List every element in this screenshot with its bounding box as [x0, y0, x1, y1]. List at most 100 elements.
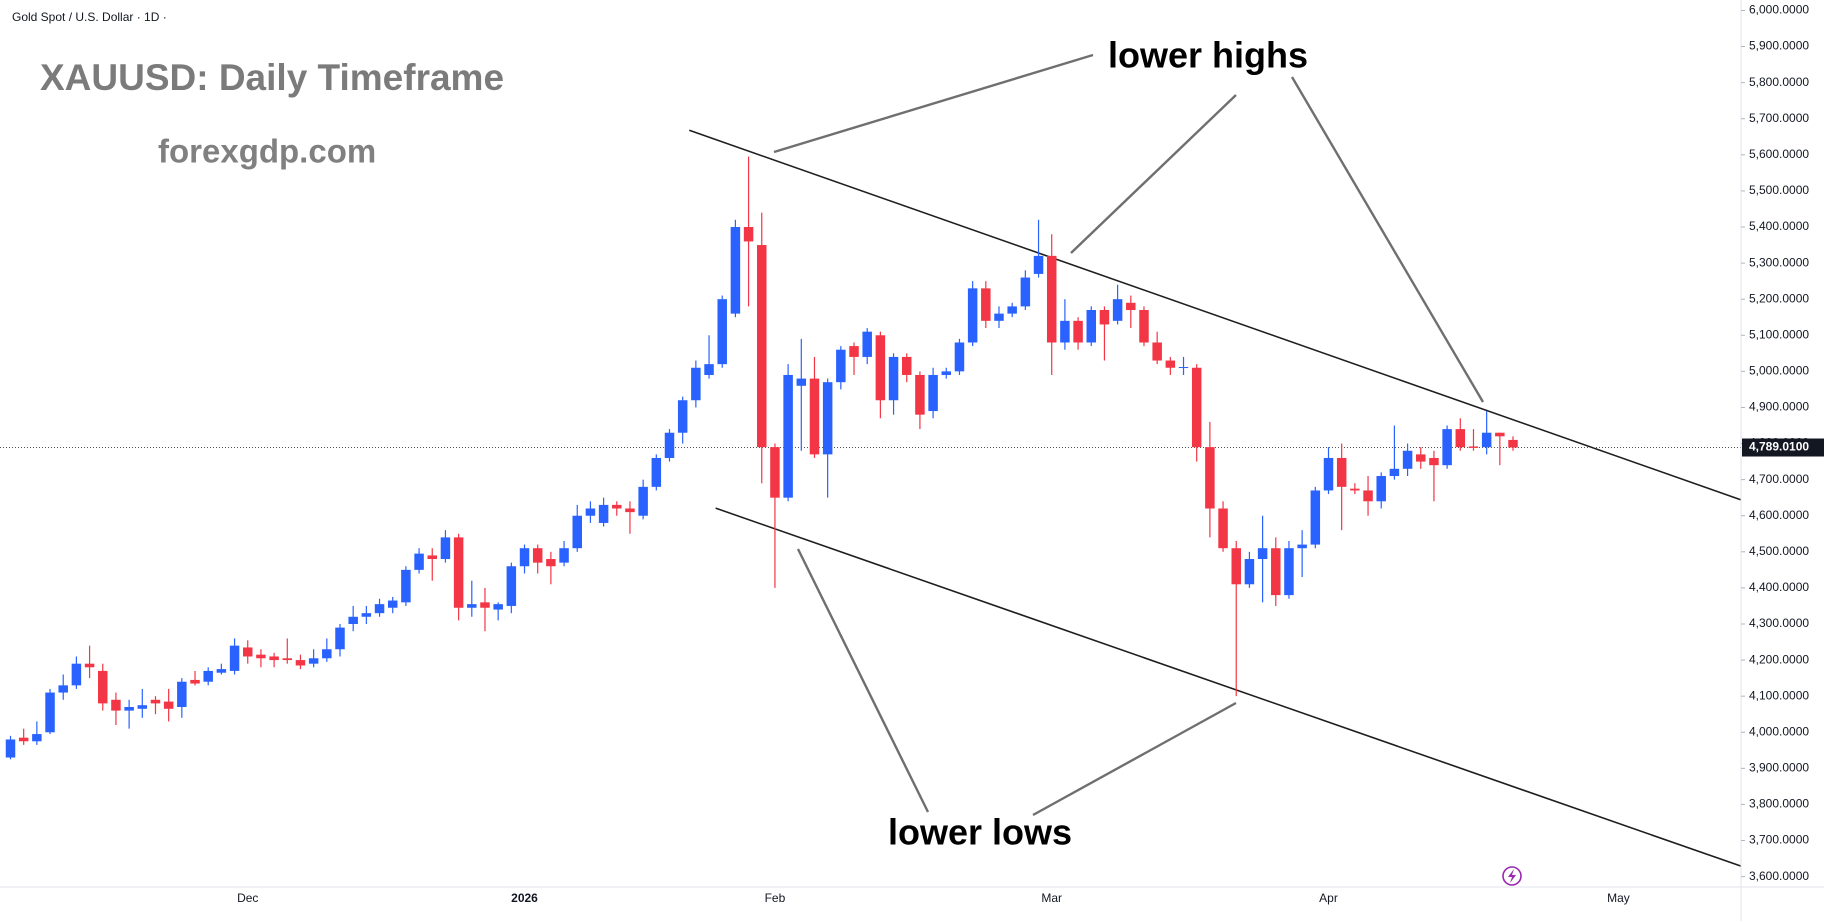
- x-tick-label: Mar: [1041, 891, 1062, 905]
- candle-body: [480, 602, 490, 608]
- candle-body: [1139, 310, 1149, 343]
- candle-body: [32, 734, 42, 742]
- candle-body: [1389, 468, 1400, 477]
- candle-body: [427, 555, 438, 560]
- y-tick-label: 5,300.0000: [1749, 255, 1809, 269]
- candle-body: [612, 504, 622, 509]
- candle-body: [282, 658, 293, 661]
- candle-body: [822, 382, 833, 455]
- chart-subtitle: forexgdp.com: [158, 133, 376, 170]
- candle-body: [941, 371, 952, 375]
- candle-body: [18, 737, 29, 742]
- candle-body: [137, 705, 148, 709]
- candle-body: [546, 559, 556, 567]
- candle-body: [387, 600, 398, 608]
- candle-body: [348, 616, 358, 624]
- y-tick-label: 3,700.0000: [1749, 833, 1809, 847]
- candle-body: [45, 692, 55, 733]
- icon-bolt: [1508, 869, 1516, 883]
- candle-body: [1336, 457, 1347, 487]
- candle-body: [506, 566, 517, 606]
- candle-body: [954, 342, 965, 372]
- annotation-pointer: [1032, 701, 1237, 817]
- candle-body: [84, 663, 95, 668]
- candle-body: [1402, 450, 1413, 469]
- candle-body: [1046, 255, 1057, 343]
- candle-body: [1112, 299, 1123, 321]
- icon-circle: [1502, 866, 1522, 886]
- candle-body: [203, 670, 213, 682]
- symbol-label: Gold Spot / U.S. Dollar · 1D ·: [12, 10, 167, 24]
- candle-body: [915, 374, 925, 415]
- candle-body: [809, 378, 820, 455]
- candle-body: [743, 227, 754, 242]
- y-tick-label: 3,900.0000: [1749, 761, 1809, 775]
- candle-body: [98, 670, 108, 704]
- candle-body: [229, 645, 240, 671]
- y-tick-label: 5,900.0000: [1749, 39, 1809, 53]
- annotation-pointer: [1070, 94, 1237, 254]
- candle-body: [150, 699, 161, 704]
- y-tick-label: 5,200.0000: [1749, 291, 1809, 305]
- candle-body: [493, 604, 503, 610]
- candle-body: [216, 669, 227, 673]
- candle-body: [1007, 306, 1017, 314]
- candle-body: [717, 299, 727, 365]
- candle-body: [1218, 508, 1228, 549]
- replay-icon[interactable]: [1502, 866, 1522, 886]
- trendline: [715, 507, 1742, 867]
- candle-body: [1033, 255, 1044, 274]
- candle-body: [467, 604, 477, 608]
- candle-body: [1495, 432, 1505, 437]
- candle-body: [1455, 429, 1466, 448]
- candle-body: [928, 374, 938, 412]
- candle-body: [836, 349, 846, 383]
- candle-body: [1073, 320, 1083, 343]
- candle-body: [519, 548, 530, 567]
- candle-body: [269, 656, 279, 661]
- candle-body: [1416, 454, 1426, 462]
- candle-body: [901, 356, 912, 375]
- candle-body: [691, 367, 701, 401]
- candle-body: [677, 400, 688, 433]
- candle-body: [1350, 488, 1360, 491]
- candle-body: [335, 627, 345, 650]
- candle-body: [664, 432, 675, 458]
- candle-body: [1191, 367, 1202, 448]
- y-tick-label: 4,000.0000: [1749, 724, 1809, 738]
- candle-body: [1468, 446, 1479, 448]
- candle-body: [757, 245, 767, 448]
- candle-body: [163, 701, 174, 709]
- y-tick-label: 5,500.0000: [1749, 183, 1809, 197]
- y-tick-label: 5,800.0000: [1749, 75, 1809, 89]
- x-tick-label: Feb: [765, 891, 786, 905]
- candle-body: [58, 685, 68, 693]
- candle-body: [1323, 457, 1334, 491]
- candle-body: [5, 739, 16, 758]
- y-tick-label: 3,600.0000: [1749, 869, 1809, 883]
- candle-body: [1231, 548, 1241, 585]
- x-tick-label: 2026: [511, 891, 538, 905]
- candle-body: [981, 288, 991, 321]
- y-tick-label: 4,700.0000: [1749, 472, 1809, 486]
- y-tick-label: 4,600.0000: [1749, 508, 1809, 522]
- candle-body: [374, 604, 385, 614]
- candle-body: [1271, 548, 1281, 596]
- candle-body: [71, 663, 82, 686]
- candle-body: [875, 335, 886, 401]
- candle-body: [572, 515, 582, 549]
- y-tick-label: 6,000.0000: [1749, 3, 1809, 17]
- candle-body: [414, 553, 424, 570]
- candle-body: [1481, 432, 1492, 448]
- candle-body: [1297, 544, 1307, 549]
- candle-body: [770, 447, 780, 498]
- candle-body: [730, 227, 741, 314]
- x-tick-label: May: [1607, 891, 1630, 905]
- candle-body: [783, 374, 793, 498]
- annotation-text: lower lows: [888, 812, 1072, 853]
- candle-body: [1165, 360, 1176, 368]
- candle-body: [651, 457, 662, 487]
- last-price-box: [1742, 438, 1824, 457]
